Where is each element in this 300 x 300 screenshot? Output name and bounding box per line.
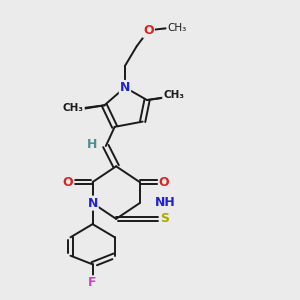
Text: O: O — [63, 176, 74, 189]
Text: CH₃: CH₃ — [168, 23, 187, 33]
Text: O: O — [143, 24, 154, 37]
Text: methoxy: methoxy — [161, 28, 167, 30]
Text: N: N — [120, 81, 130, 94]
Text: N: N — [87, 196, 98, 210]
Text: O: O — [159, 176, 170, 189]
Text: S: S — [160, 212, 169, 225]
Text: CH₃: CH₃ — [163, 90, 184, 100]
Text: F: F — [88, 276, 97, 289]
Text: H: H — [86, 138, 97, 151]
Text: CH₃: CH₃ — [63, 103, 84, 113]
Text: NH: NH — [155, 196, 176, 209]
